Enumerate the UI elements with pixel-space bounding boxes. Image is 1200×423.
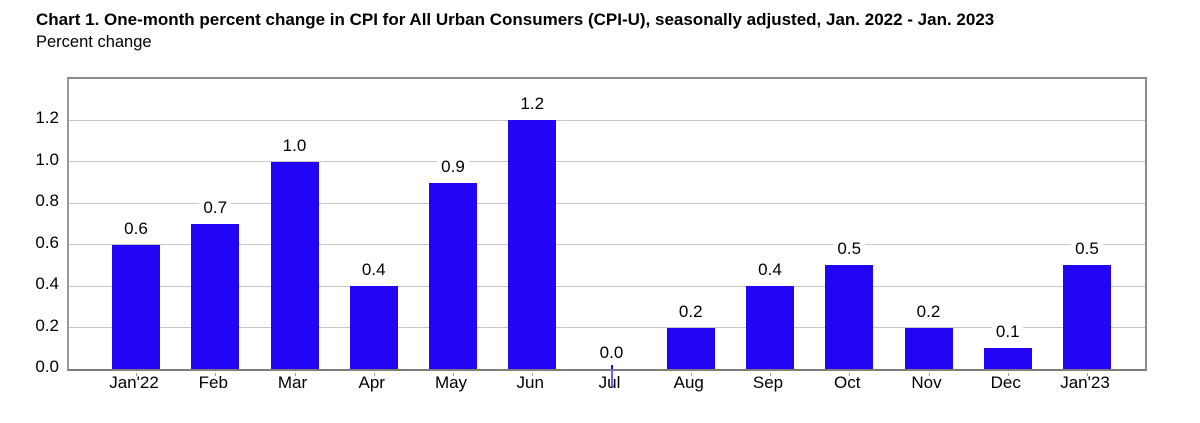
x-tick-mark bbox=[453, 373, 454, 376]
y-tick-label: 0.0 bbox=[35, 357, 59, 376]
bar-value-label: 0.5 bbox=[833, 239, 866, 259]
bar bbox=[666, 328, 715, 369]
bar-value-label: 0.6 bbox=[120, 219, 152, 239]
x-tick-mark bbox=[849, 373, 851, 376]
y-tick-label: 1.2 bbox=[35, 108, 59, 128]
x-tick-label: Nov bbox=[911, 373, 942, 392]
bar bbox=[349, 286, 398, 369]
bar bbox=[746, 286, 794, 369]
x-tick-label: Jul bbox=[598, 373, 621, 392]
chart-subtitle: Percent change bbox=[36, 33, 152, 51]
chart-title: Chart 1. One-month percent change in CPI… bbox=[36, 10, 995, 29]
x-tick-label: Dec bbox=[990, 373, 1021, 392]
x-tick-mark bbox=[690, 373, 692, 376]
zero-bar-marker bbox=[610, 365, 613, 387]
x-tick-mark bbox=[1087, 373, 1088, 376]
x-tick-label: Oct bbox=[834, 373, 861, 392]
y-tick-label: 0.4 bbox=[35, 274, 59, 294]
x-tick-mark bbox=[215, 373, 217, 376]
x-tick-mark bbox=[136, 373, 137, 376]
bar-value-label: 0.7 bbox=[199, 198, 232, 218]
x-tick-mark bbox=[1007, 373, 1009, 376]
bar bbox=[1063, 265, 1111, 369]
bar-value-label: 0.9 bbox=[437, 157, 469, 177]
x-tick-label: May bbox=[434, 373, 468, 392]
bar-value-label: 1.0 bbox=[278, 136, 311, 156]
bar bbox=[191, 224, 240, 369]
plot-area: 0.6 0.7 1.0 0.4 0.9 1.2 0.0 0.2 0.4 0.5 0.2 0.1 0.5 bbox=[67, 77, 1147, 387]
bar-value-label: 0.0 bbox=[595, 343, 628, 363]
x-tick-label: Sep bbox=[752, 373, 784, 392]
bar-value-label: 1.2 bbox=[516, 94, 549, 114]
bar-value-label: 0.1 bbox=[991, 322, 1024, 342]
x-tick-label: Feb bbox=[198, 373, 228, 392]
bar bbox=[508, 120, 557, 369]
y-tick-label: 0.8 bbox=[35, 191, 59, 211]
x-tick-label: Aug bbox=[673, 373, 704, 392]
bar-value-label: 0.2 bbox=[912, 302, 945, 322]
x-tick-mark bbox=[294, 373, 296, 376]
bar bbox=[112, 245, 160, 369]
y-tick-label: 0.2 bbox=[35, 315, 59, 335]
x-tick-label: Jan'22 bbox=[109, 373, 159, 392]
x-tick-label: Jan'23 bbox=[1060, 373, 1110, 392]
gridline bbox=[69, 119, 1145, 121]
x-tick-label: Jun bbox=[516, 373, 544, 392]
bar bbox=[429, 183, 477, 369]
gridline bbox=[69, 327, 1145, 329]
bar-value-label: 0.4 bbox=[754, 260, 786, 280]
gridline bbox=[69, 202, 1145, 204]
x-tick-mark bbox=[532, 373, 534, 376]
x-tick-mark bbox=[373, 373, 375, 376]
gridline bbox=[69, 161, 1145, 163]
gridline bbox=[69, 244, 1145, 246]
x-tick-label: Apr bbox=[358, 373, 385, 392]
bar-value-label: 0.4 bbox=[357, 260, 390, 280]
x-tick-label: Mar bbox=[277, 373, 308, 392]
y-tick-label: 1.0 bbox=[35, 149, 59, 169]
bar-value-label: 0.5 bbox=[1071, 239, 1103, 259]
bar bbox=[270, 162, 319, 369]
bar bbox=[904, 328, 953, 369]
bar bbox=[825, 265, 874, 369]
gridline bbox=[69, 285, 1145, 287]
x-tick-mark bbox=[928, 373, 930, 376]
bar-value-label: 0.2 bbox=[674, 302, 707, 322]
y-tick-label: 0.6 bbox=[35, 232, 59, 252]
x-tick-mark bbox=[770, 373, 771, 376]
bar bbox=[983, 348, 1032, 369]
